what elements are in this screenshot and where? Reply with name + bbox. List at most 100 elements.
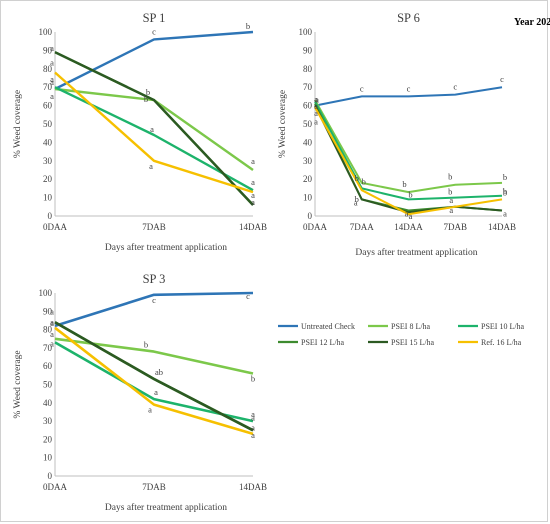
y-tick-label: 40 (43, 137, 53, 147)
y-tick-label: 10 (303, 193, 313, 203)
data-label: a (149, 161, 153, 171)
data-label: c (360, 83, 364, 93)
data-label: b (355, 173, 359, 183)
data-label: a (405, 208, 409, 218)
y-tick-label: 30 (43, 416, 53, 426)
data-label: a (449, 205, 453, 215)
data-label: a (251, 177, 255, 187)
data-label: c (246, 291, 250, 301)
y-tick-label: 100 (39, 288, 53, 298)
x-tick-label: 7DAB (142, 222, 166, 232)
series-line-ref-16-l-ha (314, 106, 503, 216)
y-tick-label: 10 (43, 193, 53, 203)
legend-label: PSEI 15 L/ha (391, 338, 435, 347)
legend-label: PSEI 8 L/ha (391, 322, 431, 331)
data-label: a (251, 197, 255, 207)
x-tick-label: 7DAA (350, 222, 374, 232)
data-label: a (314, 94, 318, 104)
series-line-ref-16-l-ha (54, 326, 254, 436)
data-label: a (251, 422, 255, 432)
y-tick-label: 0 (48, 471, 53, 481)
series-line-psei-15-l-ha (54, 51, 254, 206)
data-label: b (503, 172, 507, 182)
legend: Untreated Check PSEI 8 L/ha PSEI 10 L/ha PS… (278, 322, 525, 347)
x-tick-label: 14DAA (394, 222, 423, 232)
data-label: b (402, 179, 406, 189)
data-label: c (152, 26, 156, 36)
data-label: c (407, 83, 411, 93)
y-tick-label: 80 (303, 64, 313, 74)
data-label: a (251, 156, 255, 166)
data-label: b (144, 340, 148, 350)
y-tick-label: 100 (39, 27, 53, 37)
data-label: a (50, 318, 54, 328)
x-tick-label: 0DAA (43, 482, 67, 492)
data-label: a (50, 91, 54, 101)
y-tick-label: 40 (43, 398, 53, 408)
data-label: c (500, 74, 504, 84)
y-axis-title: % Weed coverage (278, 90, 288, 158)
y-tick-label: 0 (308, 211, 313, 221)
y-tick-label: 70 (43, 343, 53, 353)
chart-title: SP 6 (397, 11, 420, 25)
data-label: b (246, 21, 250, 31)
y-tick-label: 20 (43, 434, 53, 444)
series-line-untreated-check (314, 86, 503, 107)
y-tick-label: 60 (43, 101, 53, 111)
legend-label: PSEI 12 L/ha (301, 338, 345, 347)
data-label: b (362, 176, 366, 186)
legend-label: Ref. 16 L/ha (481, 338, 522, 347)
y-tick-label: 70 (303, 82, 313, 92)
data-label: a (50, 317, 54, 327)
data-label: b (146, 87, 150, 97)
x-tick-label: 7DAB (443, 222, 467, 232)
x-tick-label: 14DAB (239, 222, 267, 232)
chart-title: SP 1 (143, 11, 166, 25)
data-label: a (50, 74, 54, 84)
data-label: b (144, 94, 148, 104)
data-label: a (50, 77, 54, 87)
x-tick-label: 14DAB (239, 482, 267, 492)
data-label: b (503, 187, 507, 197)
y-tick-label: 40 (303, 137, 313, 147)
series-line-psei-15-l-ha (54, 321, 254, 432)
data-label: a (314, 108, 318, 118)
legend-label: Untreated Check (301, 322, 355, 331)
data-label: a (314, 101, 318, 111)
chart-sp3: SP 3 0 10 20 30 40 50 60 70 80 90 100 0DAA 7DAB 14DAB D… (13, 272, 267, 513)
x-tick-label: 14DAB (488, 222, 516, 232)
data-label: a (251, 430, 255, 440)
y-tick-label: 0 (48, 211, 53, 221)
y-axis-title: % Weed coverage (13, 90, 23, 158)
series-line-psei-8-l-ha (314, 99, 503, 194)
data-label: b (448, 187, 452, 197)
y-tick-label: 20 (43, 174, 53, 184)
x-axis-title: Days after treatment application (355, 247, 477, 258)
series-line-untreated-check (54, 30, 254, 91)
legend-label: PSEI 10 L/ha (481, 322, 525, 331)
data-label: b (355, 194, 359, 204)
x-tick-label: 0DAA (43, 222, 67, 232)
x-axis-title: Days after treatment application (105, 502, 227, 513)
y-tick-label: 50 (43, 380, 53, 390)
data-label: a (50, 338, 54, 348)
data-label: a (251, 409, 255, 419)
data-label: c (152, 295, 156, 305)
chart-sp1: SP 1 0 10 20 30 40 50 60 70 80 90 100 0DAA 7DAB 14DAB D… (13, 11, 267, 253)
series-line-ref-16-l-ha (54, 71, 254, 194)
chart-title: SP 3 (143, 272, 166, 286)
x-tick-label: 7DAB (142, 482, 166, 492)
y-tick-label: 30 (303, 156, 313, 166)
y-tick-label: 80 (43, 64, 53, 74)
y-tick-label: 50 (43, 119, 53, 129)
y-tick-label: 90 (303, 45, 313, 55)
y-tick-label: 30 (43, 156, 53, 166)
data-label: b (503, 186, 507, 196)
data-label: a (50, 57, 54, 67)
data-label: ab (155, 367, 163, 377)
year-label: Year 2020 (514, 17, 550, 28)
x-axis-title: Days after treatment application (105, 242, 227, 253)
y-tick-label: 90 (43, 45, 53, 55)
y-tick-label: 70 (43, 82, 53, 92)
